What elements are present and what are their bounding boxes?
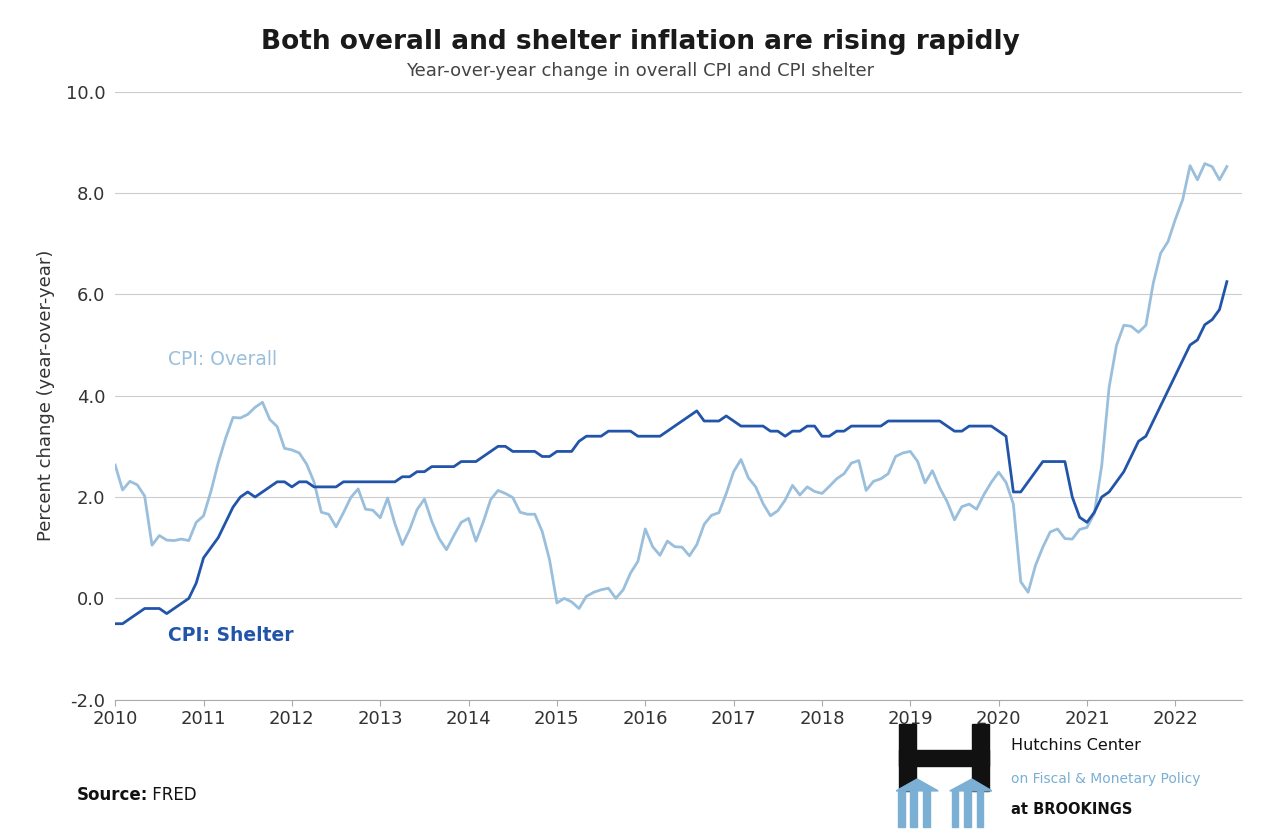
Polygon shape [896, 779, 938, 791]
Bar [972, 724, 989, 791]
Text: CPI: Shelter: CPI: Shelter [168, 626, 294, 646]
Text: CPI: Overall: CPI: Overall [168, 350, 278, 369]
Bar [923, 791, 929, 826]
Bar [977, 791, 983, 826]
Polygon shape [950, 779, 992, 791]
Text: Year-over-year change in overall CPI and CPI shelter: Year-over-year change in overall CPI and… [406, 62, 874, 81]
Text: Both overall and shelter inflation are rising rapidly: Both overall and shelter inflation are r… [261, 29, 1019, 55]
Bar [899, 750, 989, 766]
Text: on Fiscal & Monetary Policy: on Fiscal & Monetary Policy [1011, 772, 1201, 786]
Y-axis label: Percent change (year-over-year): Percent change (year-over-year) [37, 250, 55, 541]
Bar [952, 791, 959, 826]
Text: at BROOKINGS: at BROOKINGS [1011, 802, 1133, 817]
Bar [964, 791, 970, 826]
Text: Source:: Source: [77, 786, 148, 804]
Bar [910, 791, 916, 826]
Bar [899, 791, 905, 826]
Bar [899, 724, 916, 791]
Text: FRED: FRED [147, 786, 197, 804]
Text: Hutchins Center: Hutchins Center [1011, 738, 1140, 753]
